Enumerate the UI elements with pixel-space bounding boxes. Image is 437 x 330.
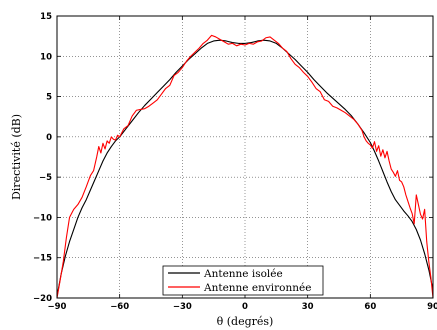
series-line-antenne-environnee: [56, 34, 434, 299]
y-tick-label: −15: [33, 254, 52, 264]
x-tick-label: 90: [427, 302, 437, 312]
grid-lines: [57, 16, 433, 298]
y-tick-label: −10: [33, 213, 52, 223]
series-line-antenne-isolee: [56, 39, 434, 297]
x-axis-ticks: −90 −60 −30 0 30 60 90: [48, 16, 437, 312]
legend-label-antenne-environnee: Antenne environnée: [203, 282, 311, 294]
x-axis-title: θ (degrés): [217, 315, 274, 328]
x-tick-label: −90: [48, 302, 67, 312]
series-layer: [56, 34, 434, 299]
y-tick-label: 0: [46, 133, 52, 143]
x-tick-label: −30: [173, 302, 192, 312]
x-tick-label: 0: [242, 302, 248, 312]
legend-label-antenne-isolee: Antenne isolée: [203, 268, 283, 280]
x-tick-label: 60: [364, 302, 376, 312]
y-tick-label: −5: [39, 173, 52, 183]
y-axis-ticks: −20 −15 −10 −5 0 5 10 15: [33, 12, 433, 304]
legend-box: [162, 265, 324, 296]
legend: Antenne isolée Antenne environnée: [162, 265, 324, 296]
y-tick-label: −20: [33, 294, 52, 304]
plot-frame: [56, 15, 434, 299]
y-axis-title: Directivité (dB): [10, 114, 23, 200]
y-tick-label: 10: [40, 52, 52, 62]
y-tick-label: 5: [46, 93, 52, 103]
y-tick-label: 15: [40, 12, 52, 22]
x-tick-label: −60: [110, 302, 129, 312]
x-tick-label: 30: [302, 302, 314, 312]
